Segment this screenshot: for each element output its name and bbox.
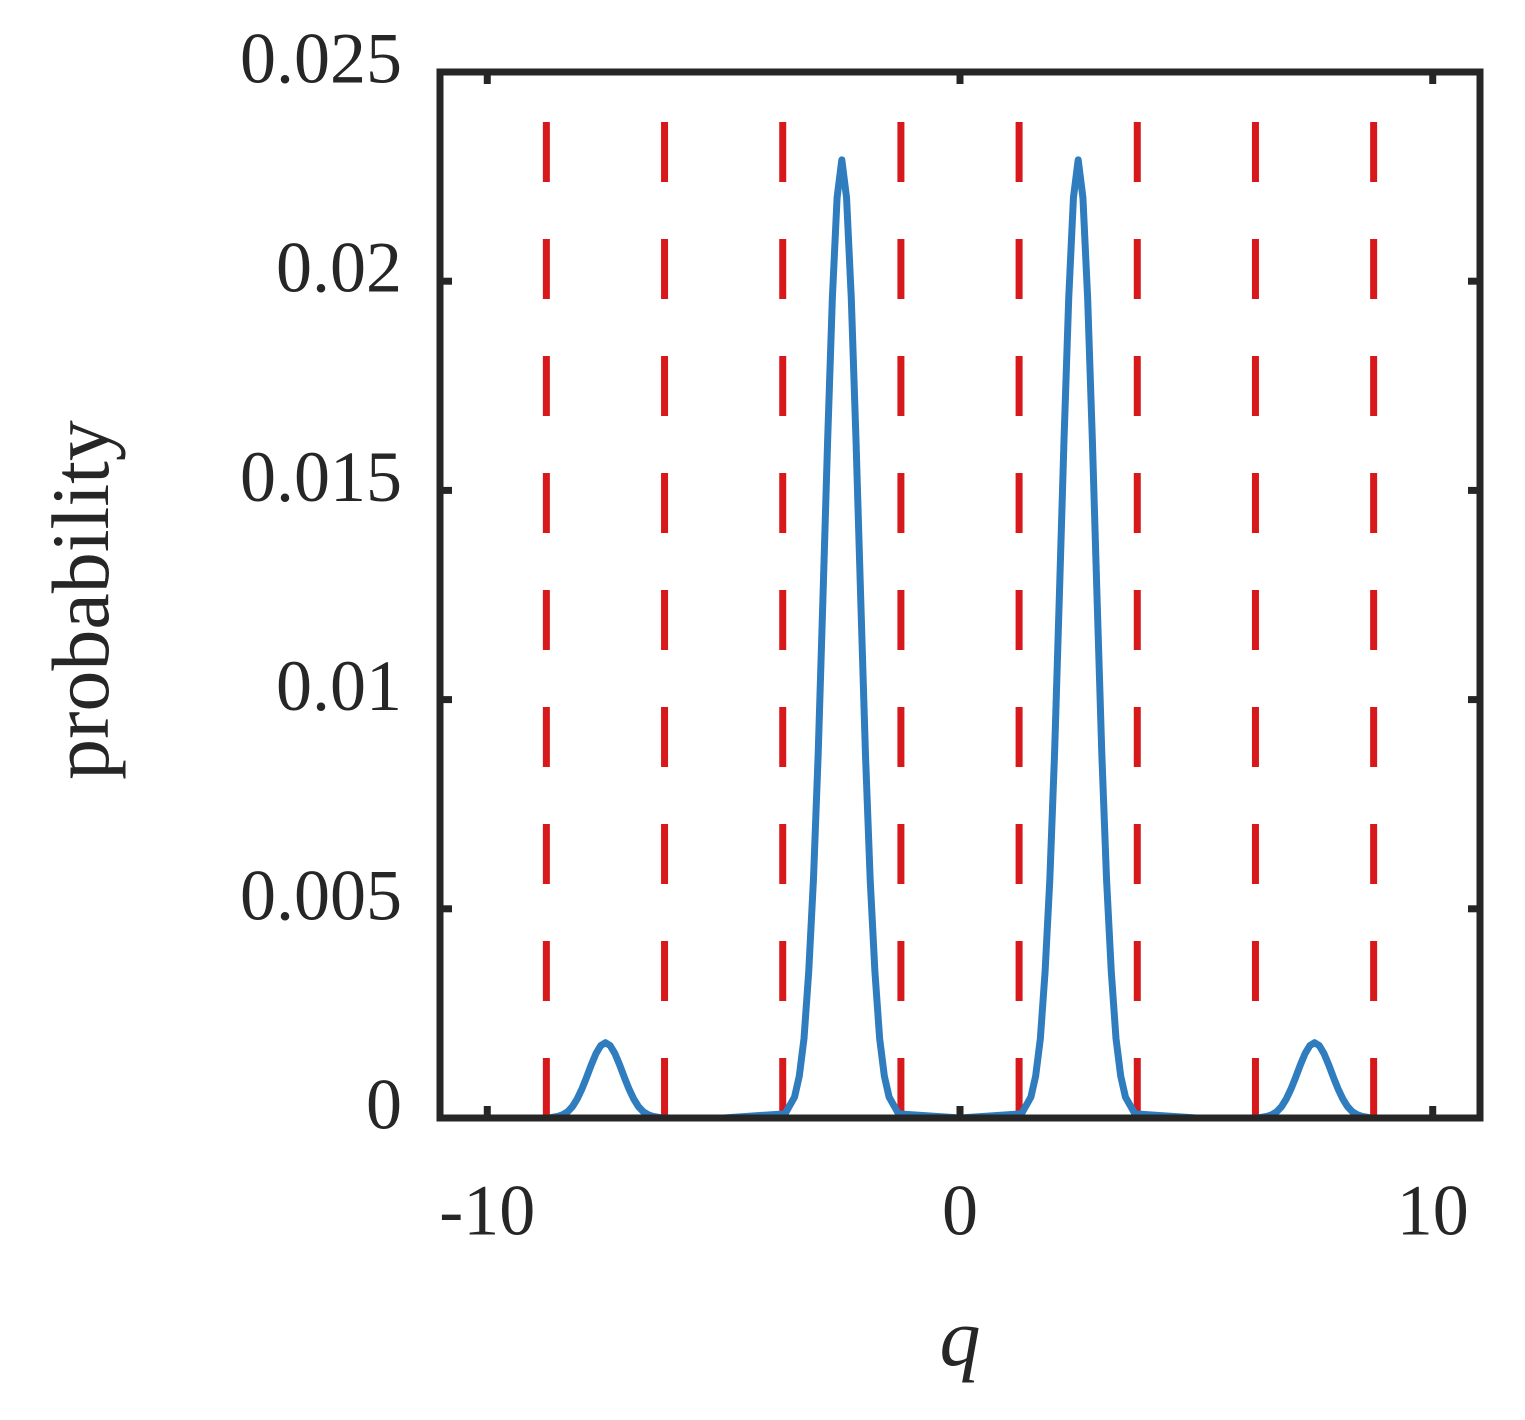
- y-tick-label: 0.015: [240, 437, 402, 517]
- y-tick-label: 0.005: [240, 855, 402, 935]
- plot-frame: [436, 68, 1484, 1122]
- x-tick-label: -10: [439, 1171, 535, 1251]
- x-tick-label: 0: [942, 1171, 978, 1251]
- y-tick-label: 0: [366, 1065, 402, 1145]
- x-tick-label: 10: [1397, 1171, 1469, 1251]
- y-tick-label: 0.025: [240, 19, 402, 99]
- y-tick-label: 0.01: [276, 646, 402, 726]
- y-tick-label: 0.02: [276, 228, 402, 308]
- x-axis-label: q: [940, 1292, 981, 1383]
- y-axis-label: probability: [35, 420, 126, 780]
- curve: [440, 156, 1480, 1122]
